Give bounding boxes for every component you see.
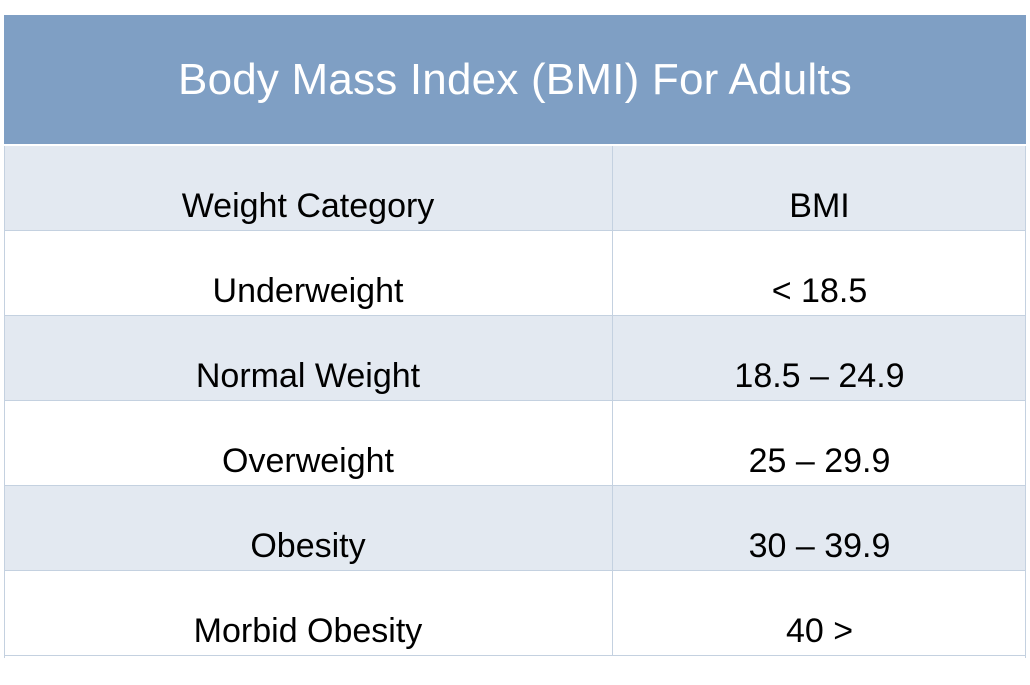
- table-title-bar: Body Mass Index (BMI) For Adults: [4, 15, 1026, 144]
- header-bmi: BMI: [789, 187, 850, 225]
- table-header-row: Weight Category BMI: [4, 146, 1026, 231]
- bmi-cell: < 18.5: [771, 272, 868, 310]
- table-title: Body Mass Index (BMI) For Adults: [178, 54, 852, 104]
- category-cell: Overweight: [4, 401, 613, 485]
- bmi-cell: 30 – 39.9: [748, 527, 891, 565]
- bmi-cell: 18.5 – 24.9: [734, 357, 905, 395]
- table-row: Morbid Obesity 40 >: [4, 571, 1026, 656]
- table-row: Underweight < 18.5: [4, 231, 1026, 316]
- header-weight-category: Weight Category: [4, 146, 613, 230]
- table-row: Obesity 30 – 39.9: [4, 486, 1026, 571]
- table-row: Normal Weight 18.5 – 24.9: [4, 316, 1026, 401]
- table-body: Weight Category BMI Underweight < 18.5 N…: [4, 146, 1026, 656]
- bmi-cell: 40 >: [785, 612, 854, 650]
- category-cell: Morbid Obesity: [4, 571, 613, 655]
- bmi-cell: 25 – 29.9: [748, 442, 891, 480]
- category-cell: Obesity: [4, 486, 613, 570]
- category-cell: Underweight: [4, 231, 613, 315]
- category-cell: Normal Weight: [4, 316, 613, 400]
- table-row: Overweight 25 – 29.9: [4, 401, 1026, 486]
- bmi-table: Body Mass Index (BMI) For Adults Weight …: [4, 15, 1026, 658]
